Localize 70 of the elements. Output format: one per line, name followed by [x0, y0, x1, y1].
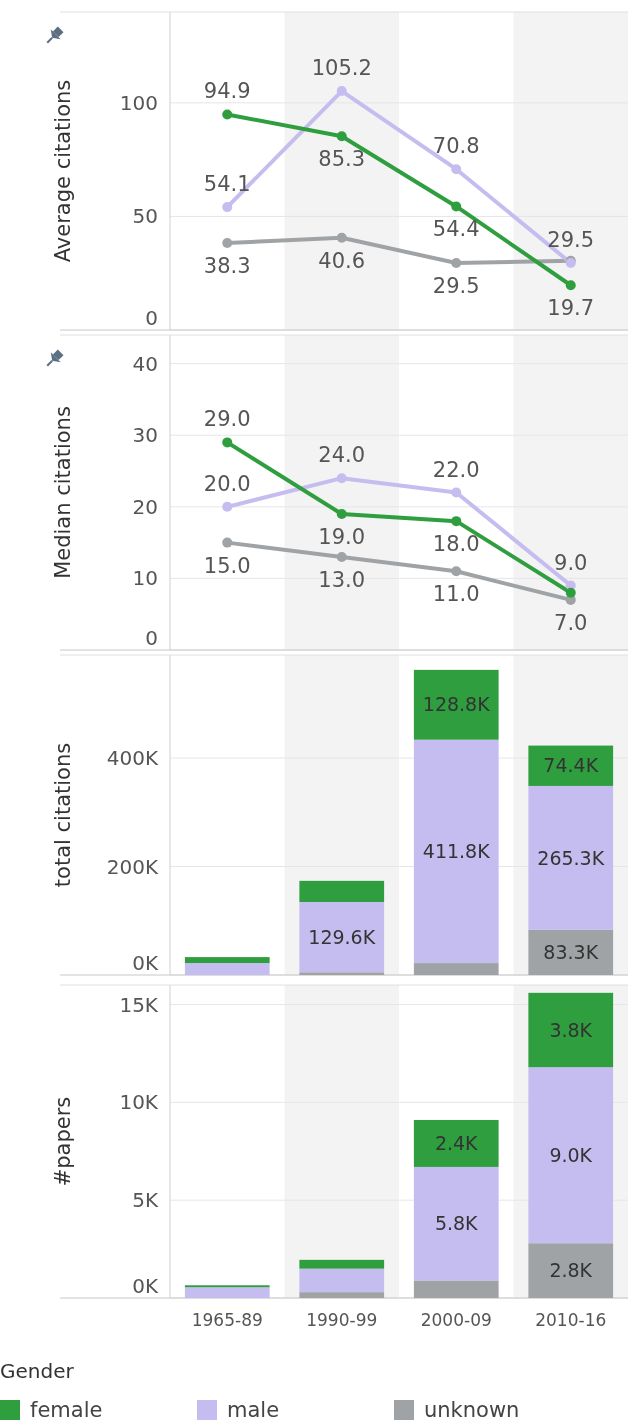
y-tick-label: 0: [145, 306, 158, 330]
y-axis-title: #papers: [51, 1096, 75, 1187]
legend-title: Gender: [0, 1359, 75, 1383]
data-label: 411.8K: [422, 840, 491, 863]
data-label: 9.0: [554, 550, 588, 575]
y-tick-label: 30: [132, 423, 158, 448]
data-label: 9.0K: [549, 1143, 593, 1166]
y-axis-title: total citations: [51, 742, 75, 888]
point: [222, 437, 233, 448]
point: [336, 473, 347, 484]
point: [451, 566, 462, 577]
y-axis-title: Median citations: [51, 406, 75, 579]
data-label: 128.8K: [422, 693, 491, 716]
data-label: 18.0: [432, 532, 480, 557]
y-tick-label: 0K: [132, 1274, 159, 1298]
legend-label: female: [30, 1398, 103, 1422]
legend-label: male: [227, 1398, 280, 1422]
data-label: 20.0: [203, 471, 251, 496]
y-tick-label: 10K: [119, 1090, 159, 1115]
data-label: 19.7: [547, 296, 595, 321]
data-label: 15.0: [203, 553, 251, 578]
data-label: 105.2: [311, 56, 372, 81]
y-tick-label: 10: [132, 566, 158, 591]
x-tick-label: 2000-09: [420, 1310, 492, 1330]
data-label: 70.8: [432, 134, 480, 159]
y-tick-label: 15K: [119, 992, 159, 1017]
x-tick-label: 1990-99: [306, 1310, 378, 1330]
data-label: 19.0: [318, 524, 366, 549]
data-label: 29.5: [547, 227, 595, 252]
data-label: 74.4K: [543, 754, 599, 777]
data-label: 2.8K: [549, 1259, 593, 1282]
y-tick-label: 50: [132, 204, 158, 229]
data-label: 13.0: [318, 567, 366, 592]
data-label: 22.0: [432, 457, 480, 482]
point: [336, 508, 347, 519]
point: [222, 537, 233, 548]
data-label: 265.3K: [537, 846, 605, 869]
data-label: 129.6K: [308, 925, 376, 948]
y-axis-title: Average citations: [51, 79, 75, 263]
data-label: 54.1: [203, 172, 251, 197]
y-tick-label: 0: [145, 626, 158, 650]
y-tick-label: 20: [132, 494, 158, 519]
x-tick-label: 1965-89: [191, 1310, 263, 1330]
data-label: 29.0: [203, 407, 251, 432]
data-label: 2.4K: [434, 1132, 479, 1155]
point: [565, 587, 576, 598]
data-label: 54.4: [432, 217, 480, 242]
point: [222, 501, 233, 512]
point: [451, 516, 462, 527]
data-label: 5.8K: [434, 1212, 479, 1235]
x-tick-label: 2010-16: [535, 1310, 607, 1330]
data-label: 24.0: [318, 443, 366, 468]
point: [336, 551, 347, 562]
data-label: 38.3: [203, 254, 251, 278]
y-tick-label: 5K: [132, 1188, 159, 1213]
y-tick-label: 40: [132, 351, 158, 376]
data-label: 40.6: [318, 248, 366, 273]
data-label: 85.3: [318, 147, 366, 172]
legend-label: unknown: [424, 1398, 520, 1422]
data-label: 94.9: [203, 79, 251, 104]
y-tick-label: 100: [119, 90, 158, 115]
data-label: 3.8K: [549, 1018, 593, 1041]
data-label: 29.5: [432, 273, 480, 298]
data-label: 7.0: [554, 610, 588, 635]
y-tick-label: 400K: [106, 746, 159, 771]
y-tick-label: 200K: [106, 854, 159, 879]
data-label: 83.3K: [543, 941, 599, 964]
y-tick-label: 0K: [132, 951, 159, 975]
data-label: 11.0: [432, 582, 480, 607]
point: [451, 487, 462, 498]
